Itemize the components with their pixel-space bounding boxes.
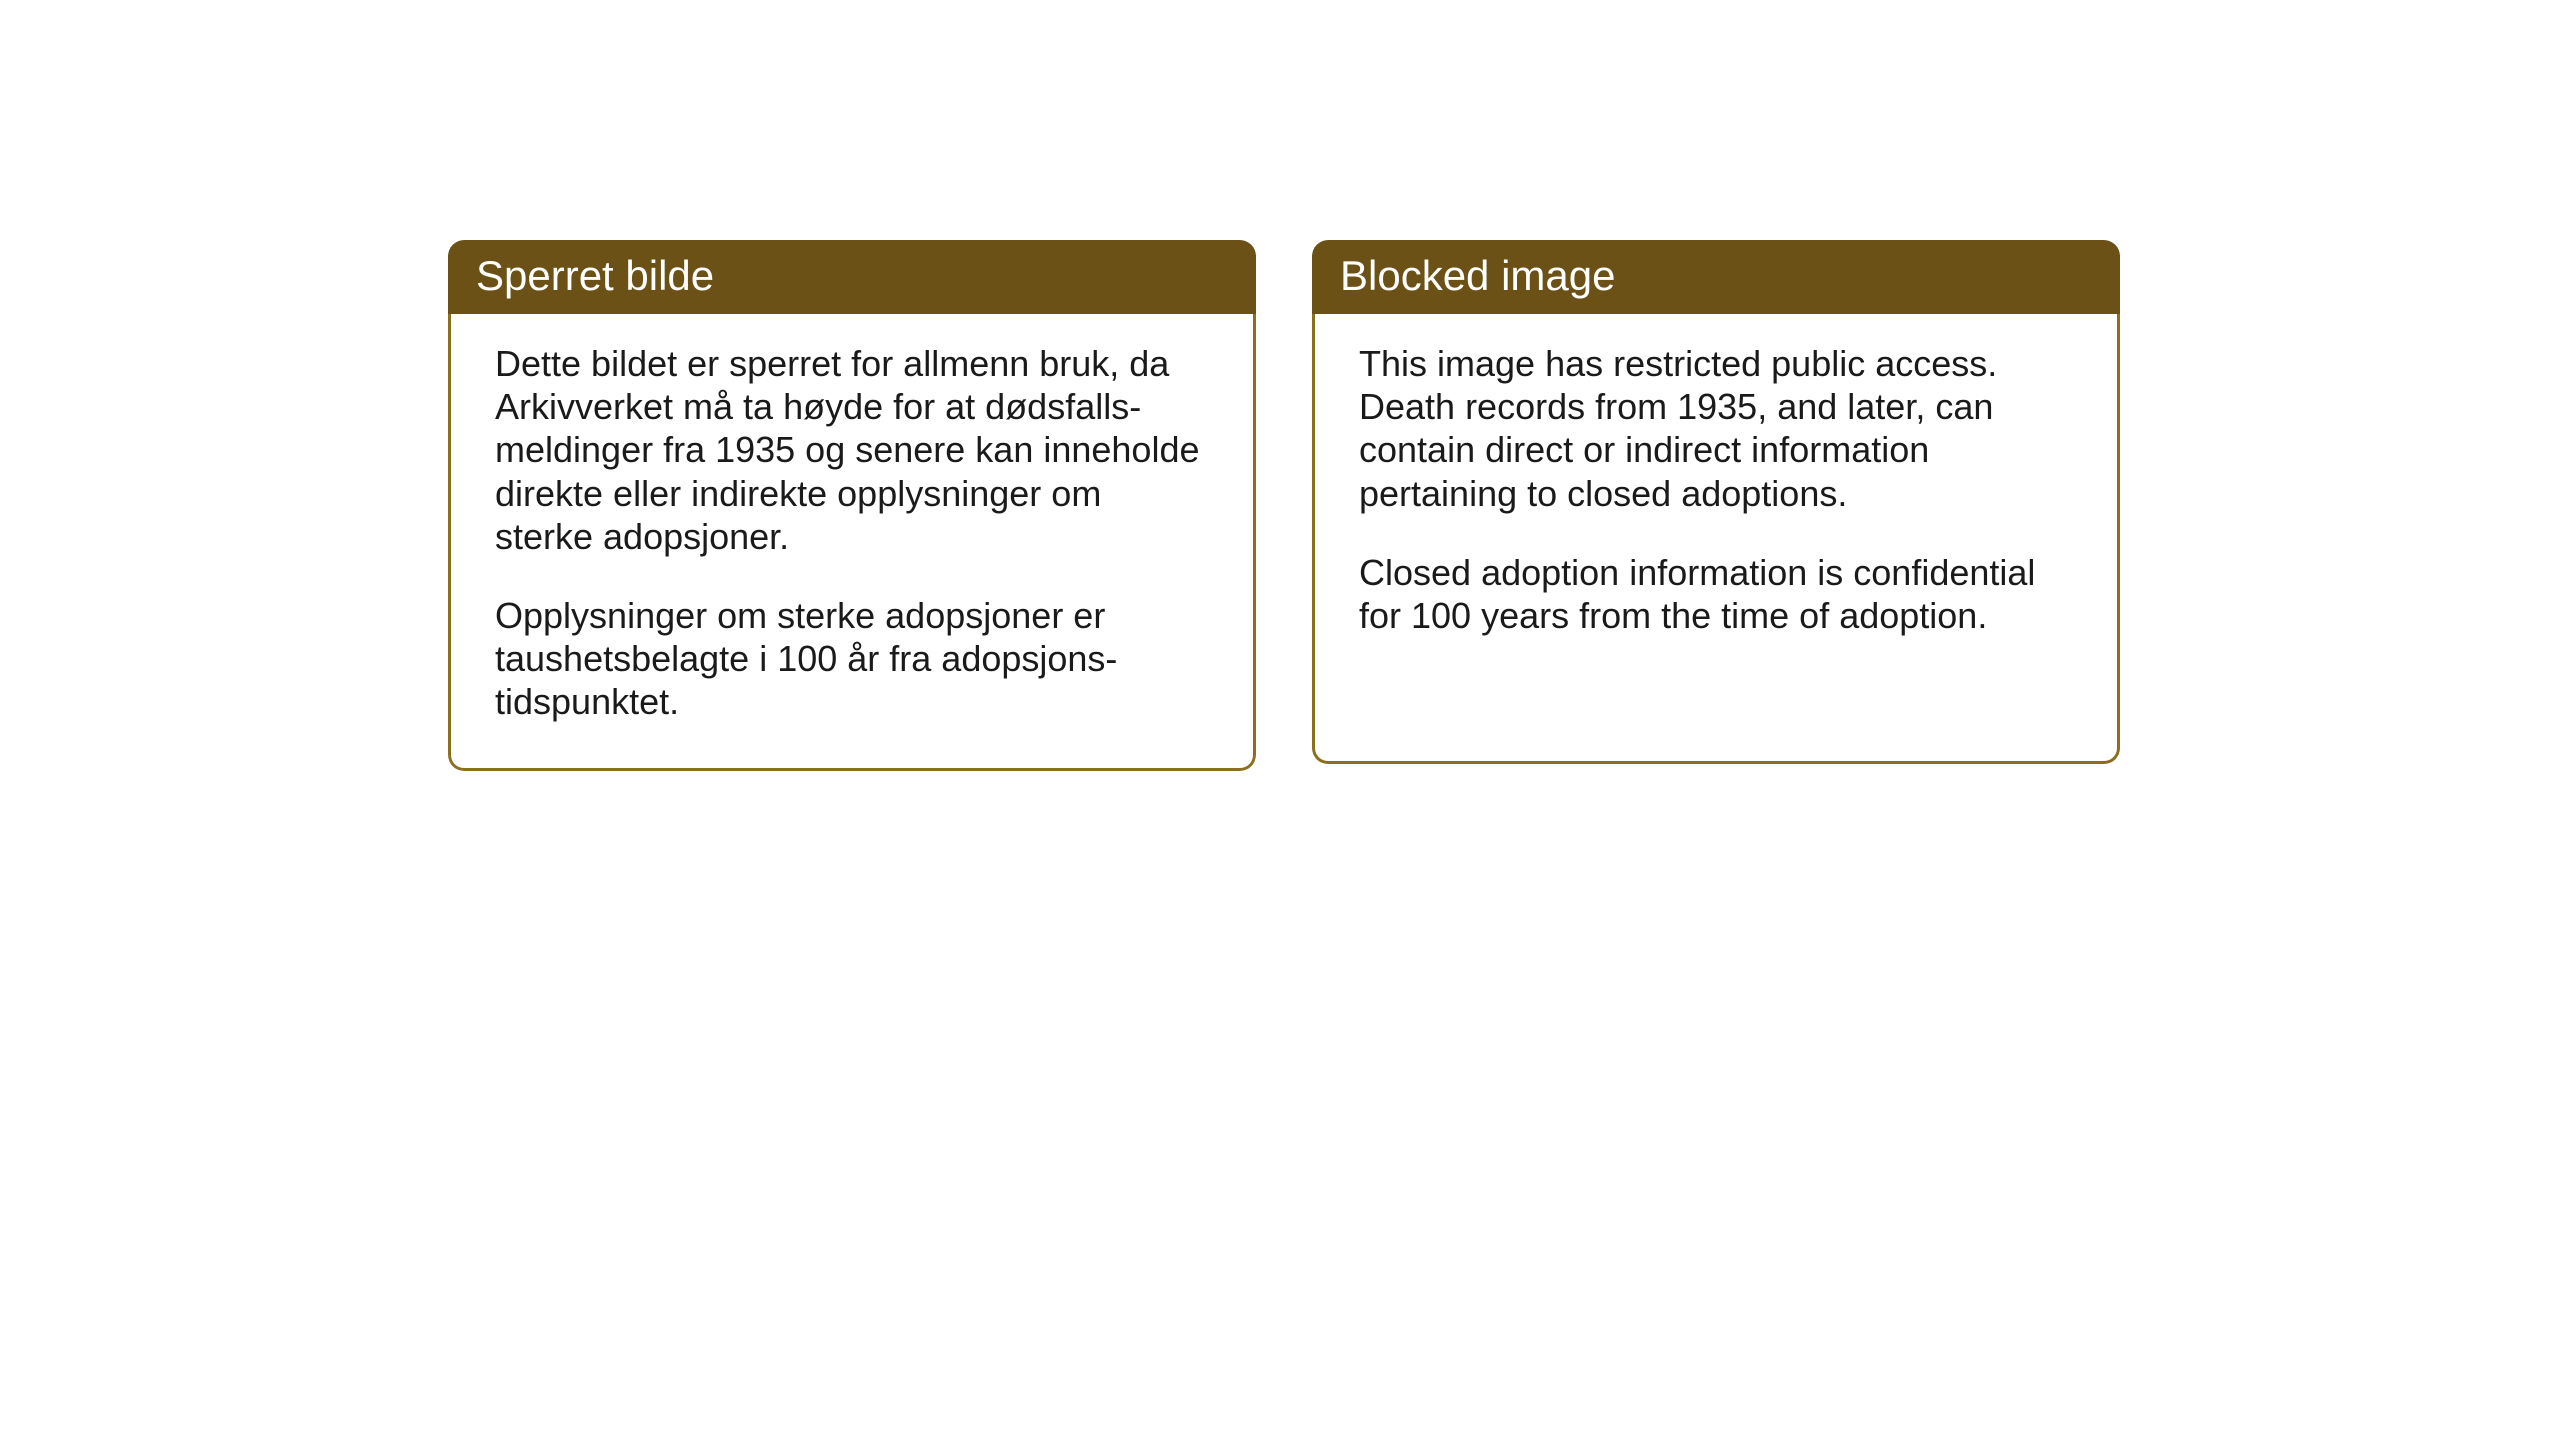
notice-card-norwegian: Sperret bilde Dette bildet er sperret fo…: [448, 240, 1256, 771]
notice-container: Sperret bilde Dette bildet er sperret fo…: [448, 240, 2120, 771]
card-header-english: Blocked image: [1312, 240, 2120, 314]
notice-card-english: Blocked image This image has restricted …: [1312, 240, 2120, 771]
paragraph-text: Dette bildet er sperret for allmenn bruk…: [495, 342, 1209, 558]
card-body-english: This image has restricted public access.…: [1312, 314, 2120, 764]
paragraph-text: This image has restricted public access.…: [1359, 342, 2073, 515]
card-body-norwegian: Dette bildet er sperret for allmenn bruk…: [448, 314, 1256, 771]
paragraph-text: Closed adoption information is confident…: [1359, 551, 2073, 637]
card-header-norwegian: Sperret bilde: [448, 240, 1256, 314]
paragraph-text: Opplysninger om sterke adopsjoner er tau…: [495, 594, 1209, 724]
